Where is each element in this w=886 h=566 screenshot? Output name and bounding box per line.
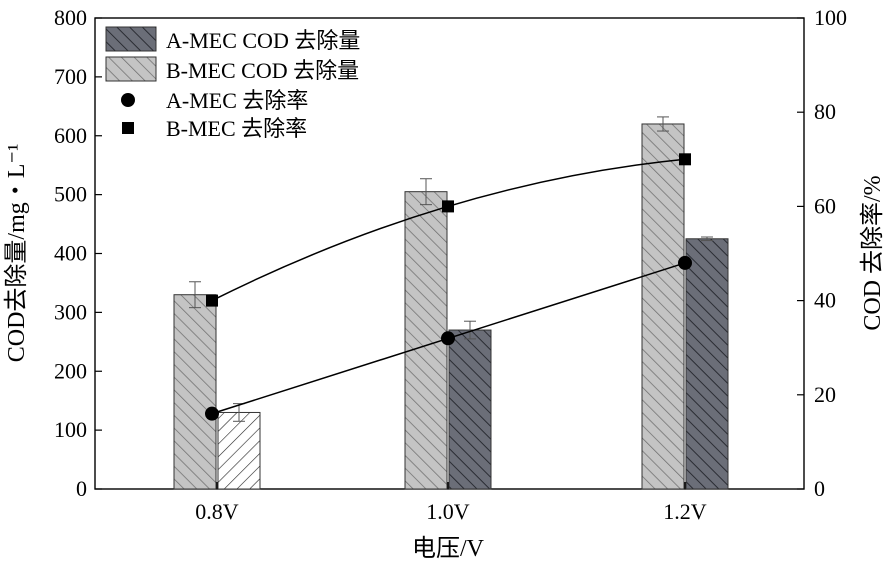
y-tick-label: 400 — [54, 241, 87, 266]
legend-marker-b-mec-rate — [122, 122, 134, 134]
curve-b-mec-rate — [211, 158, 686, 302]
y-tick-label: 800 — [54, 5, 87, 30]
point-b-mec-rate — [679, 153, 691, 166]
bar-a-mec-removal — [685, 238, 729, 490]
y-tick-label: 300 — [54, 299, 87, 324]
legend-swatch-a-mec-removal — [105, 26, 157, 52]
bar-a-mec-removal — [217, 411, 261, 490]
legend-label-a-mec-rate: A-MEC 去除率 — [166, 88, 308, 113]
point-b-mec-rate — [206, 294, 218, 307]
legend: A-MEC COD 去除量 B-MEC COD 去除量 A-MEC 去除率 B-… — [105, 26, 360, 141]
y2-tick-label: 20 — [814, 382, 836, 407]
y-tick-label: 600 — [54, 123, 87, 148]
legend-marker-a-mec-rate — [121, 93, 135, 107]
y2-tick-label: 100 — [814, 5, 847, 30]
y-tick-label: 0 — [76, 476, 87, 501]
y-tick-label: 200 — [54, 358, 87, 383]
x-tick-label: 0.8V — [195, 499, 239, 524]
y-tick-label: 500 — [54, 182, 87, 207]
y-axis-title: COD去除量/mg・L⁻¹ — [3, 144, 30, 363]
legend-label-b-mec-rate: B-MEC 去除率 — [166, 116, 307, 141]
y2-tick-label: 80 — [814, 99, 836, 124]
y-tick-label: 100 — [54, 417, 87, 442]
bar-a-mec-removal — [448, 329, 492, 490]
y2-tick-label: 60 — [814, 193, 836, 218]
y2-tick-label: 0 — [814, 476, 825, 501]
x-tick-label: 1.2V — [663, 499, 707, 524]
y-tick-label: 700 — [54, 64, 87, 89]
bar-b-mec-removal — [641, 123, 685, 490]
point-b-mec-rate — [442, 200, 454, 213]
legend-label-b-mec-removal: B-MEC COD 去除量 — [166, 58, 359, 83]
y2-axis-title: COD 去除率/% — [859, 175, 886, 330]
legend-label-a-mec-removal: A-MEC COD 去除量 — [166, 28, 360, 53]
bar-b-mec-removal — [173, 294, 217, 490]
point-a-mec-rate — [678, 255, 692, 270]
x-axis-title: 电压/V — [412, 535, 485, 562]
legend-swatch-b-mec-removal — [105, 56, 157, 82]
point-a-mec-rate — [441, 331, 455, 346]
point-a-mec-rate — [205, 406, 219, 421]
x-tick-label: 1.0V — [426, 499, 470, 524]
y2-tick-label: 40 — [814, 288, 836, 313]
